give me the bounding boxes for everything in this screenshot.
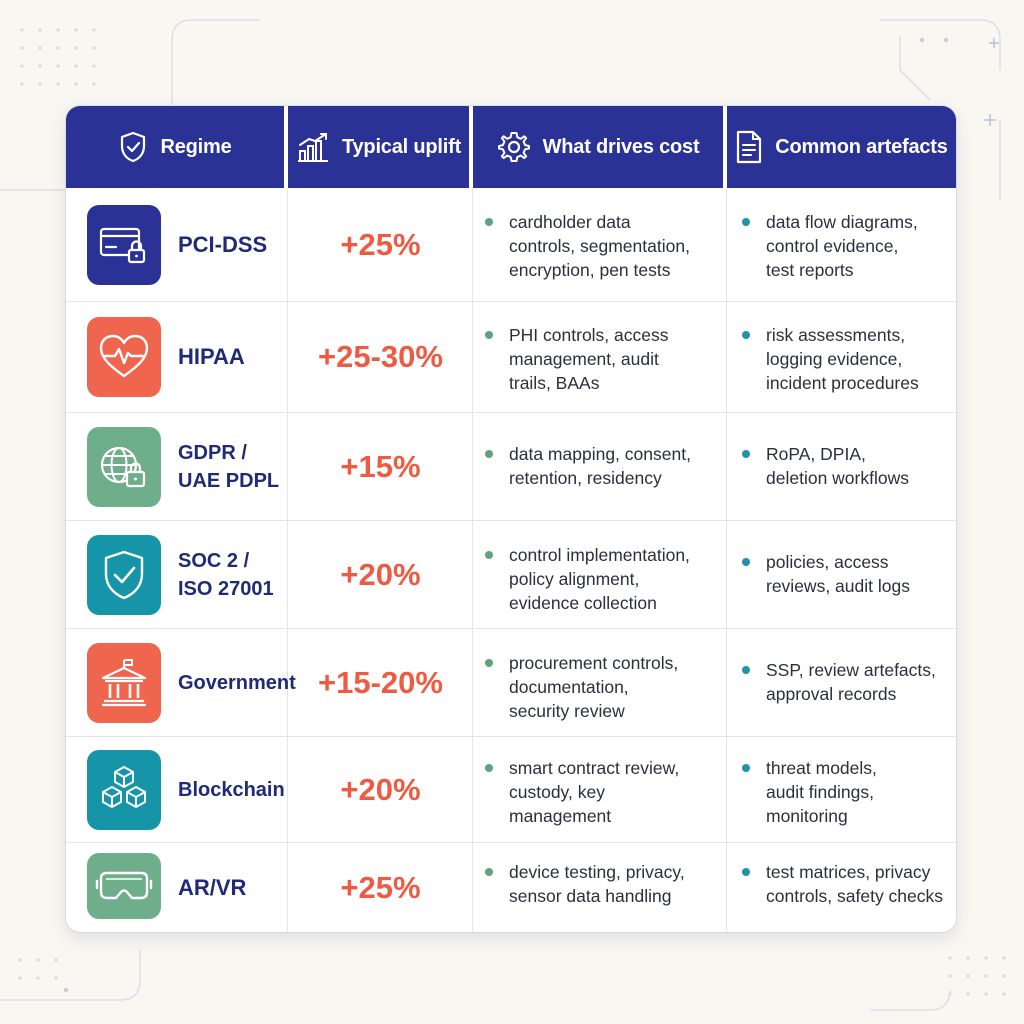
artefacts-text: policies, access reviews, audit logs (766, 552, 910, 596)
uplift-value: +15-20% (318, 664, 443, 700)
artefacts-text: data flow diagrams, control evidence, te… (766, 212, 918, 280)
header-regime: Regime (66, 106, 284, 188)
artefacts-text: risk assessments, logging evidence, inci… (766, 325, 919, 393)
header-regime-label: Regime (160, 135, 232, 158)
government-building-icon (101, 659, 147, 707)
uplift-value: +15% (340, 448, 421, 484)
drivers-text: procurement controls, documentation, sec… (509, 653, 679, 721)
table-row: Government +15-20% procurement controls,… (66, 629, 956, 736)
column-divider (726, 188, 727, 932)
bar-chart-trend-icon (297, 133, 328, 162)
uplift-value: +20% (340, 556, 421, 592)
uplift-value: +25% (340, 869, 421, 905)
gear-icon (497, 132, 530, 162)
uplift-value: +25-30% (318, 339, 443, 374)
bullet-dot (485, 659, 493, 667)
drivers-text: device testing, privacy, sensor data han… (509, 862, 685, 906)
shield-check-icon (121, 131, 146, 163)
row-divider (66, 301, 956, 302)
row-divider (66, 412, 956, 413)
vr-headset-icon (95, 871, 153, 900)
uplift-value: +25% (340, 226, 421, 262)
row-icon-tile (87, 535, 161, 615)
row-divider (66, 520, 956, 521)
bullet-dot (742, 331, 750, 339)
compliance-table: Regime Typical uplift What drives cost (66, 106, 956, 932)
bullet-dot (485, 450, 493, 458)
artefacts-text: test matrices, privacy controls, safety … (766, 862, 944, 906)
header-drivers: What drives cost (473, 106, 723, 188)
bullet-dot (742, 558, 750, 566)
row-icon-tile (87, 643, 161, 723)
table-row: HIPAA +25-30% PHI controls, access manag… (66, 302, 956, 412)
drivers-text: control implementation, policy alignment… (509, 545, 690, 613)
bullet-dot (742, 666, 750, 674)
blockchain-cubes-icon (102, 766, 146, 808)
regime-name: PCI-DSS (178, 231, 268, 257)
header-artefacts-label: Common artefacts (775, 135, 948, 158)
table-header: Regime Typical uplift What drives cost (66, 106, 956, 188)
table-row: GDPR / UAE PDPL +15% data mapping, conse… (66, 413, 956, 520)
uplift-value: +20% (340, 771, 421, 807)
table-row: Blockchain +20% smart contract review, c… (66, 737, 956, 842)
bullet-dot (742, 218, 750, 226)
credit-card-lock-icon (99, 227, 146, 264)
bullet-dot (485, 551, 493, 559)
table-row: SOC 2 / ISO 27001 +20% control implement… (66, 521, 956, 628)
header-uplift-label: Typical uplift (341, 135, 462, 158)
row-icon-tile (87, 427, 161, 507)
bullet-dot (742, 764, 750, 772)
artefacts-text: SSP, review artefacts, approval records (766, 660, 936, 704)
artefacts-text: RoPA, DPIA, deletion workflows (766, 444, 909, 488)
drivers-text: smart contract review, custody, key mana… (509, 758, 680, 826)
regime-name: GDPR / UAE PDPL (178, 441, 280, 492)
document-icon (737, 130, 762, 164)
table-row: PCI-DSS +25% cardholder data controls, s… (66, 188, 956, 301)
header-drivers-label: What drives cost (542, 135, 700, 158)
regime-name: SOC 2 / ISO 27001 (178, 549, 274, 600)
row-icon-tile (87, 205, 161, 285)
bullet-dot (485, 218, 493, 226)
regime-name: AR/VR (178, 874, 247, 900)
drivers-text: cardholder data controls, segmentation, … (509, 212, 690, 280)
row-icon-tile (87, 317, 161, 397)
regime-name: Blockchain (178, 778, 285, 801)
column-divider (287, 188, 288, 932)
table-row: AR/VR +25% device testing, privacy, sens… (66, 843, 956, 932)
heart-pulse-icon (99, 334, 149, 378)
bullet-dot (485, 331, 493, 339)
header-artefacts: Common artefacts (727, 106, 956, 188)
globe-lock-icon (100, 446, 146, 488)
regime-name: Government (178, 671, 296, 694)
bullet-dot (485, 764, 493, 772)
row-icon-tile (87, 750, 161, 830)
drivers-text: data mapping, consent, retention, reside… (509, 444, 691, 488)
row-divider (66, 842, 956, 843)
drivers-text: PHI controls, access management, audit t… (509, 325, 669, 393)
header-uplift: Typical uplift (288, 106, 469, 188)
row-icon-tile (87, 853, 161, 919)
bullet-dot (742, 450, 750, 458)
shield-check-icon (104, 550, 144, 600)
artefacts-text: threat models, audit findings, monitorin… (766, 758, 877, 826)
column-divider (472, 188, 473, 932)
row-divider (66, 628, 956, 629)
row-divider (66, 736, 956, 737)
bullet-dot (485, 868, 493, 876)
regime-name: HIPAA (178, 344, 245, 369)
bullet-dot (742, 868, 750, 876)
